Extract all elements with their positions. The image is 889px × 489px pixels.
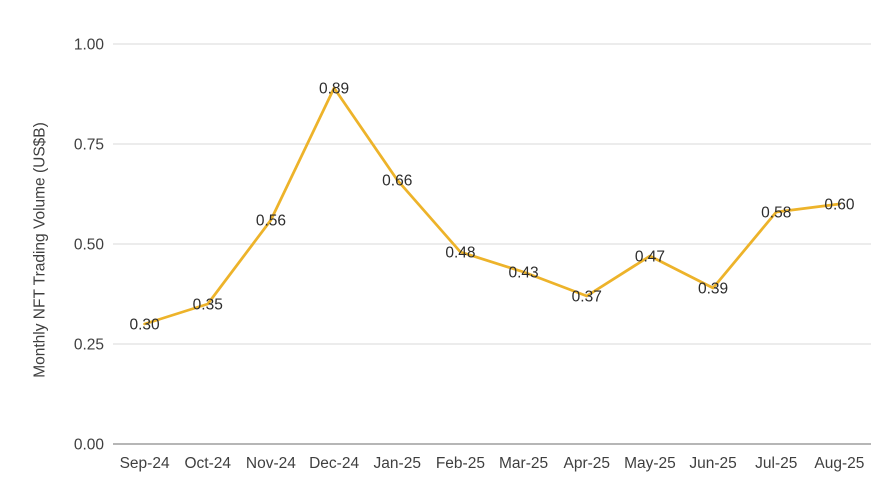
data-labels: 0.30 0.35 0.56 0.89 0.66 0.48 0.43 0.37 0.47 0.39… xyxy=(129,81,854,334)
x-tick-label: Aug-25 xyxy=(814,455,864,472)
data-label: 0.37 xyxy=(572,289,602,306)
y-tick-label: 0.00 xyxy=(74,437,105,454)
y-tick-label: 0.50 xyxy=(74,237,105,254)
y-tick-label: 0.75 xyxy=(74,137,104,154)
x-tick-label: Jun-25 xyxy=(689,455,736,472)
x-tick-label: Nov-24 xyxy=(246,455,296,472)
x-tick-label: Jan-25 xyxy=(374,455,421,472)
data-label: 0.30 xyxy=(129,317,160,334)
x-tick-label: Mar-25 xyxy=(499,455,548,472)
x-tick-label: Oct-24 xyxy=(184,455,231,472)
data-label: 0.48 xyxy=(445,245,475,262)
gridlines xyxy=(113,43,871,445)
data-label: 0.39 xyxy=(698,281,728,298)
x-tick-label: Apr-25 xyxy=(563,455,610,472)
series-line xyxy=(143,86,841,326)
data-label: 0.47 xyxy=(635,249,665,266)
x-tick-label: Feb-25 xyxy=(436,455,485,472)
data-label: 0.56 xyxy=(256,213,286,230)
x-axis-labels: Sep-24 Oct-24 Nov-24 Dec-24 Jan-25 Feb-25 Mar-… xyxy=(120,455,865,472)
x-tick-label: May-25 xyxy=(624,455,676,472)
data-label: 0.35 xyxy=(193,297,223,314)
data-label: 0.89 xyxy=(319,81,349,98)
x-tick-label: Dec-24 xyxy=(309,455,359,472)
volume-line xyxy=(143,86,841,326)
x-tick-label: Sep-24 xyxy=(120,455,170,472)
y-tick-label: 0.25 xyxy=(74,337,104,354)
x-tick-label: Jul-25 xyxy=(755,455,797,472)
data-label: 0.43 xyxy=(508,265,538,282)
data-label: 0.58 xyxy=(761,205,791,222)
data-label: 0.66 xyxy=(382,173,412,190)
y-axis-title: Monthly NFT Trading Volume (US$B) xyxy=(32,122,49,378)
y-axis-labels: 0.00 0.25 0.50 0.75 1.00 xyxy=(74,37,105,454)
data-label: 0.60 xyxy=(824,197,855,214)
y-tick-label: 1.00 xyxy=(74,37,105,54)
